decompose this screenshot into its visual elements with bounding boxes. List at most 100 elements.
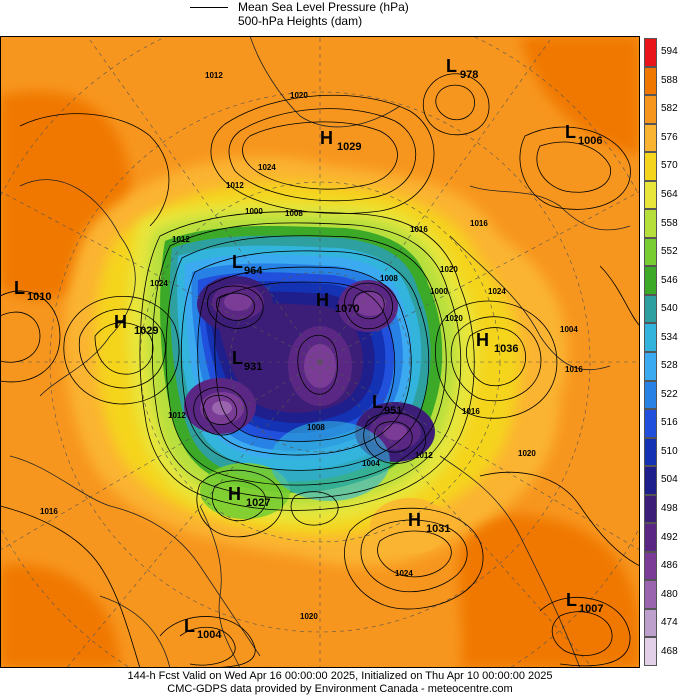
- colorbar-label: 582: [661, 103, 678, 115]
- colorbar-label: 510: [661, 445, 678, 457]
- footer: 144-h Fcst Valid on Wed Apr 16 00:00:00 …: [0, 670, 680, 696]
- pressure-center-type: H: [408, 510, 421, 530]
- isobar-label: 1016: [40, 507, 58, 516]
- colorbar-label: 528: [661, 360, 678, 372]
- colorbar-swatch: [644, 209, 657, 238]
- pressure-center-value: 1027: [246, 497, 270, 509]
- isobar-label: 1004: [560, 325, 578, 334]
- pressure-centers: L 978 H 1029 L 1006 L 1010 H 1029 L 964 …: [14, 56, 603, 641]
- colorbar-label: 516: [661, 417, 678, 429]
- pressure-center-type: L: [232, 252, 243, 272]
- isobars: [0, 73, 640, 668]
- colorbar-label: 594: [661, 46, 678, 58]
- colorbar-label: 552: [661, 246, 678, 258]
- pressure-center-type: L: [566, 590, 577, 610]
- pressure-center-type: H: [114, 312, 127, 332]
- pressure-center-type: L: [232, 348, 243, 368]
- colorbar: 594 588 582 576 570 564 558 552 546 540 534 528 522 5…: [644, 38, 680, 666]
- isobar-labels: 1012 1020 1024 1012 1000 1008 1016 1012 …: [40, 71, 583, 621]
- colorbar-swatch: [644, 266, 657, 295]
- isobar-label: 1020: [300, 612, 318, 621]
- pressure-center-type: L: [565, 122, 576, 142]
- data-credit-text: CMC-GDPS data provided by Environment Ca…: [167, 683, 513, 695]
- pressure-center-type: H: [228, 484, 241, 504]
- colorbar-label: 474: [661, 617, 678, 629]
- colorbar-label: 540: [661, 303, 678, 315]
- pressure-center-type: L: [446, 56, 457, 76]
- pressure-center-value: 1070: [335, 303, 359, 315]
- isobar-label: 1012: [172, 235, 190, 244]
- colorbar-label: 504: [661, 474, 678, 486]
- colorbar-label: 564: [661, 189, 678, 200]
- isobar-label: 1012: [205, 71, 223, 80]
- pressure-center-value: 978: [460, 69, 478, 81]
- pressure-center-value: 1004: [197, 629, 222, 641]
- colorbar-swatch: [644, 123, 657, 153]
- isobar-label: 1008: [285, 209, 303, 218]
- colorbar-swatch: [644, 409, 657, 438]
- colorbar-label: 588: [661, 74, 678, 86]
- colorbar-label: 558: [661, 217, 678, 229]
- isobar-label: 1016: [565, 365, 583, 374]
- colorbar-swatch: [644, 466, 657, 495]
- colorbar-label: 570: [661, 160, 678, 172]
- pressure-center-value: 931: [244, 361, 262, 373]
- pressure-center-value: 1036: [494, 343, 518, 355]
- pressure-center-type: L: [372, 392, 383, 412]
- colorbar-label: 486: [661, 560, 678, 572]
- pressure-center-value: 1031: [426, 523, 450, 535]
- isobar-label: 1024: [488, 287, 506, 296]
- colorbar-label: 576: [661, 131, 678, 143]
- colorbar-swatch: [644, 95, 657, 124]
- isobar-label: 1012: [226, 181, 244, 190]
- colorbar-label: 492: [661, 531, 678, 543]
- coastlines: [9, 36, 631, 668]
- isobar-label: 1000: [245, 207, 263, 216]
- isobar-label: 1020: [518, 449, 536, 458]
- pressure-center-type: L: [14, 278, 25, 298]
- pressure-center-value: 1029: [337, 141, 361, 153]
- isobar-label: 1004: [362, 459, 380, 468]
- colorbar-swatch: [644, 437, 657, 467]
- isobar-label: 1008: [380, 274, 398, 283]
- colorbar-swatch: [644, 66, 657, 96]
- isobar-label: 1000: [430, 287, 448, 296]
- pressure-center-value: 1007: [579, 603, 603, 615]
- isobar-label: 1024: [395, 569, 413, 578]
- pressure-center-value: 1006: [578, 135, 602, 147]
- colorbar-label: 546: [661, 274, 678, 286]
- colorbar-label: 468: [661, 645, 678, 657]
- isobar-label: 1020: [445, 314, 463, 323]
- colorbar-swatch: [644, 352, 657, 381]
- pressure-center-value: 1010: [27, 291, 51, 303]
- colorbar-swatch: [644, 494, 657, 524]
- pressure-center-value: 951: [384, 405, 402, 417]
- isobar-legend-line: [190, 7, 228, 8]
- isobar-label: 1024: [150, 279, 168, 288]
- pressure-center-value: 964: [244, 265, 263, 277]
- colorbar-swatch: [644, 294, 657, 324]
- graticule: [0, 36, 640, 668]
- colorbar-swatch: [644, 380, 657, 410]
- forecast-valid-text: 144-h Fcst Valid on Wed Apr 16 00:00:00 …: [127, 670, 553, 682]
- isobar-label: 1016: [410, 225, 428, 234]
- pressure-center-value: 1029: [134, 325, 158, 337]
- colorbar-swatch: [644, 637, 657, 666]
- isobar-label: 1016: [462, 407, 480, 416]
- legend-mslp-label: Mean Sea Level Pressure (hPa): [238, 0, 409, 14]
- isobar-label: 1012: [168, 411, 186, 420]
- isobar-label: 1016: [470, 219, 488, 228]
- colorbar-swatch: [644, 152, 657, 181]
- isobar-label: 1020: [290, 91, 308, 100]
- colorbar-swatch: [644, 237, 657, 267]
- colorbar-swatch: [644, 608, 657, 638]
- colorbar-label: 522: [661, 388, 678, 400]
- colorbar-swatch: [644, 180, 657, 210]
- colorbar-swatch: [644, 523, 657, 552]
- isobar-label: 1012: [415, 451, 433, 460]
- colorbar-swatch: [644, 551, 657, 581]
- forecast-map: 1012 1020 1024 1012 1000 1008 1016 1012 …: [0, 36, 640, 668]
- isobar-label: 1020: [440, 265, 458, 274]
- colorbar-label: 480: [661, 588, 678, 600]
- pressure-center-type: L: [184, 616, 195, 636]
